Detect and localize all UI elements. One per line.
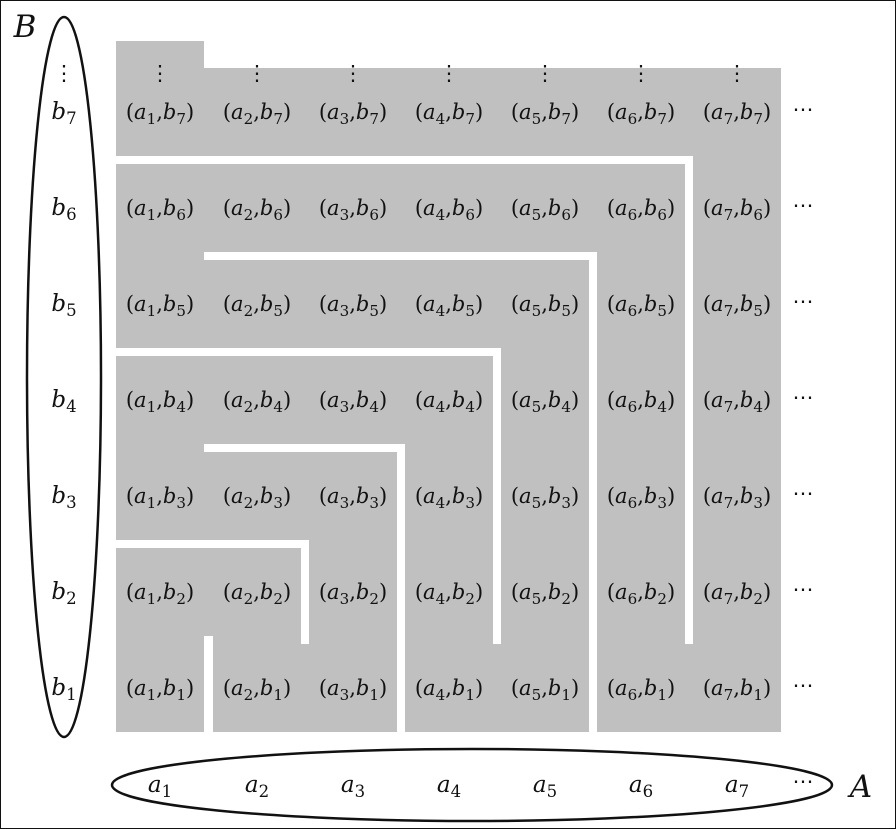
column-continuation: ⋮	[727, 61, 748, 85]
column-continuation: ⋮	[343, 61, 364, 85]
set-b-element: b4​	[51, 387, 76, 416]
column-continuation: ⋮	[150, 61, 171, 85]
set-b-element: b3​	[51, 483, 76, 512]
set-b-element: b1​	[51, 675, 76, 704]
set-a-element: a6​	[629, 772, 653, 801]
column-continuation: ⋮	[631, 61, 652, 85]
row-continuation: ⋯	[793, 97, 814, 121]
row-continuation: ⋯	[793, 481, 814, 505]
set-a-element: a7​	[725, 772, 749, 801]
column-continuation: ⋮	[535, 61, 556, 85]
set-b-element: b2​	[51, 579, 76, 608]
set-b-name: B	[13, 9, 37, 45]
set-a-element: a2​	[245, 772, 269, 801]
row-continuation: ⋯	[793, 577, 814, 601]
column-continuation: ⋮	[247, 61, 268, 85]
column-continuation: ⋮	[439, 61, 460, 85]
set-b-element: b5​	[51, 291, 76, 320]
set-b-element: b6​	[51, 195, 76, 224]
set-a-continuation: ⋯	[793, 769, 814, 793]
set-b-element: b7​	[51, 99, 76, 128]
row-continuation: ⋯	[793, 673, 814, 697]
row-continuation: ⋯	[793, 289, 814, 313]
set-a-element: a4​	[437, 772, 461, 801]
set-a-name: A	[847, 769, 872, 805]
enumeration-band	[116, 41, 781, 732]
set-b-ellipse	[27, 17, 101, 737]
row-continuation: ⋯	[793, 193, 814, 217]
row-continuation: ⋯	[793, 385, 814, 409]
set-a-element: a5​	[533, 772, 557, 801]
set-a-element: a1​	[148, 772, 172, 801]
set-a-element: a3​	[341, 772, 365, 801]
set-b-continuation: ⋮	[54, 61, 75, 85]
